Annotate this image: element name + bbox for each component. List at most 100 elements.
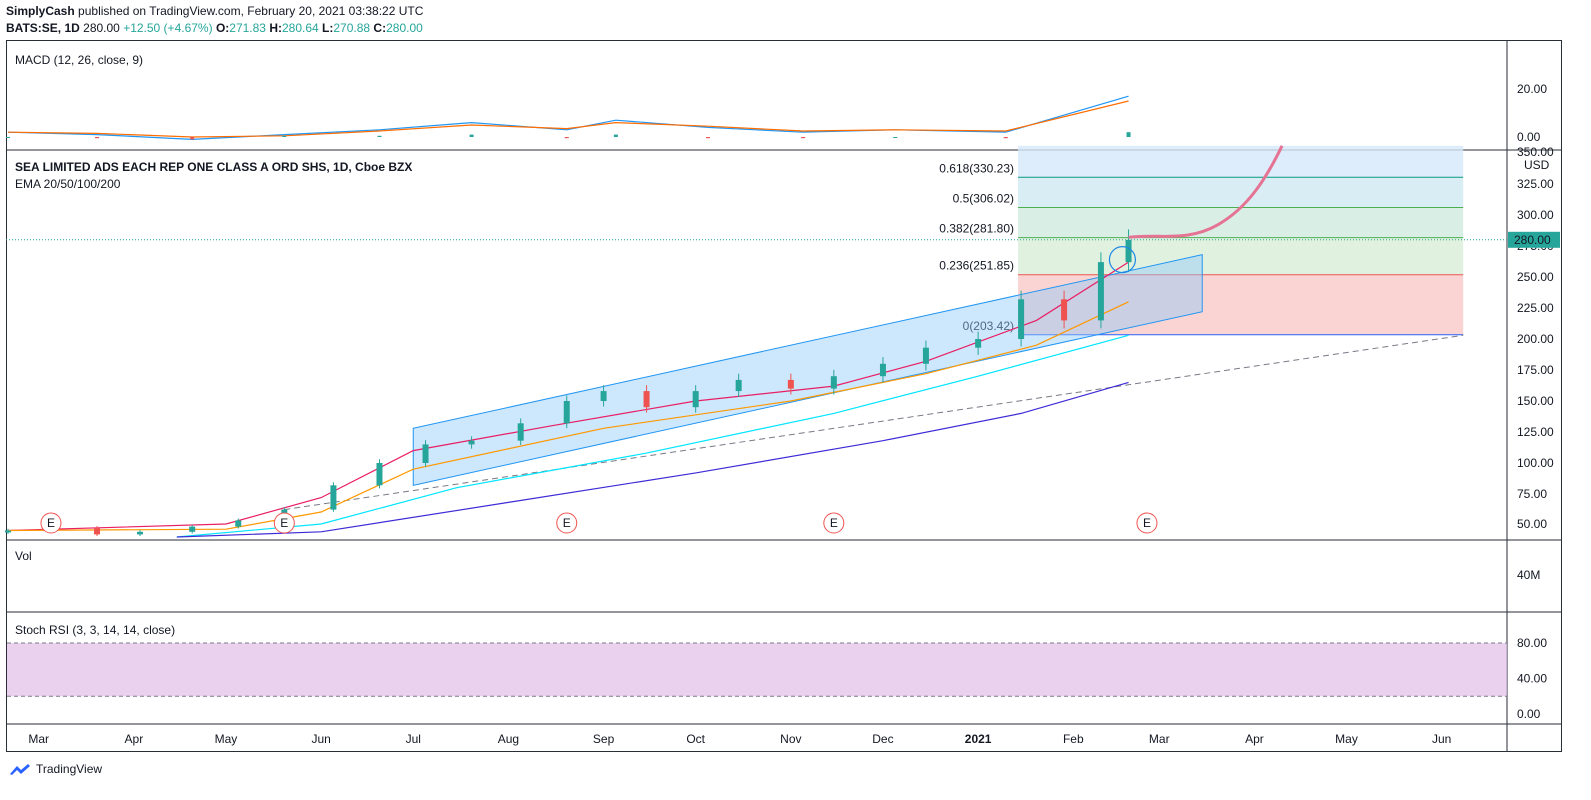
price-tick-11: 75.00 xyxy=(1517,487,1547,501)
time-tick-7: Oct xyxy=(686,732,705,746)
time-tick-14: May xyxy=(1335,732,1358,746)
stoch-rsi-pane[interactable]: 80.00 40.00 0.00 xyxy=(7,636,1547,721)
publisher-name: SimplyCash xyxy=(6,4,75,18)
last-price-tag xyxy=(1508,231,1560,248)
macd-hist-0 xyxy=(6,137,10,138)
projection-curve xyxy=(1128,145,1284,239)
candle-body-9 xyxy=(422,444,429,463)
macd-hist-11 xyxy=(1003,137,1008,139)
time-tick-1: Apr xyxy=(125,732,144,746)
ema200-line xyxy=(176,381,1129,538)
macd-title: MACD (12, 26, close, 9) xyxy=(15,53,143,67)
earnings-marker-2 xyxy=(556,512,578,534)
stoch-band xyxy=(7,643,1507,697)
earnings-marker-text-2: E xyxy=(563,516,571,530)
open-label: O: xyxy=(215,21,230,35)
trend-dashed-line xyxy=(284,334,1464,511)
high-label: H: xyxy=(269,21,282,35)
candle-body-11 xyxy=(517,423,524,441)
last-price: 280.00 xyxy=(83,21,120,35)
candle-body-18 xyxy=(830,376,837,389)
fib-zone-3 xyxy=(1018,177,1464,208)
time-axis[interactable]: Mar Apr May Jun Jul Aug Sep Oct Nov Dec 2021 Feb Mar… xyxy=(28,732,1451,746)
price-title: SEA LIMITED ADS EACH REP ONE CLASS A ORD… xyxy=(15,160,412,174)
ohlc-bar: BATS:SE, 1D 280.00 +12.50 (+4.67%) O:271… xyxy=(6,21,423,35)
chart-frame xyxy=(6,40,1562,752)
high-value: 280.64 xyxy=(282,21,319,35)
price-pane[interactable]: 350.00325.00300.00275.00250.00225.00200.… xyxy=(5,145,1560,538)
candle-body-2 xyxy=(94,527,101,535)
symbol: BATS:SE, 1D xyxy=(6,21,80,35)
candle-body-8 xyxy=(376,463,383,486)
candle-body-16 xyxy=(735,379,742,392)
candle-body-7 xyxy=(330,485,337,510)
earnings-marker-4 xyxy=(1136,512,1158,534)
chart-canvas[interactable]: 20.000.00 350.00325.00300.00275.00250.00… xyxy=(0,0,1591,760)
macd-hist-8 xyxy=(705,137,710,139)
price-tick-1: 325.00 xyxy=(1517,177,1554,191)
fib-label-0: 0(203.42) xyxy=(963,319,1014,333)
macd-hist-9 xyxy=(801,137,806,139)
stoch-tick-2: 0.00 xyxy=(1517,707,1541,721)
stoch-tick-0: 80.00 xyxy=(1517,636,1547,650)
time-tick-15: Jun xyxy=(1432,732,1451,746)
time-tick-3: Jun xyxy=(311,732,330,746)
time-tick-6: Sep xyxy=(593,732,615,746)
ema50-line xyxy=(7,301,1129,532)
candle-body-25 xyxy=(1125,239,1132,263)
time-tick-9: Dec xyxy=(872,732,893,746)
open-value: 271.83 xyxy=(229,21,266,35)
fib-zone-2 xyxy=(1018,207,1464,238)
candle-body-15 xyxy=(692,391,699,408)
volume-pane[interactable]: 40M xyxy=(1517,568,1540,582)
candle-body-22 xyxy=(1018,299,1025,339)
fib-zone-4 xyxy=(1018,145,1464,178)
price-tick-10: 100.00 xyxy=(1517,456,1554,470)
price-tick-9: 125.00 xyxy=(1517,425,1554,439)
fib-label-1: 0.236(251.85) xyxy=(939,259,1014,273)
earnings-marker-text-1: E xyxy=(280,516,288,530)
macd-hist-12 xyxy=(1126,132,1131,137)
earnings-marker-0 xyxy=(40,512,62,534)
macd-tick-0: 20.00 xyxy=(1517,82,1547,96)
macd-hist-1 xyxy=(95,137,100,139)
fib-label-4: 0.618(330.23) xyxy=(939,161,1014,175)
last-price-tag-text: 280.00 xyxy=(1514,233,1551,247)
time-tick-4: Jul xyxy=(406,732,421,746)
candle-body-17 xyxy=(787,379,794,389)
macd-hist-4 xyxy=(377,135,382,137)
macd-pane[interactable]: 20.00 0.00 xyxy=(6,82,1547,144)
macd-hist-3 xyxy=(282,135,287,137)
fib-label-2: 0.382(281.80) xyxy=(939,222,1014,236)
price-tick-8: 150.00 xyxy=(1517,394,1554,408)
close-value: 280.00 xyxy=(386,21,423,35)
candle-body-0 xyxy=(5,530,11,533)
time-tick-11: Feb xyxy=(1063,732,1084,746)
earnings-marker-3 xyxy=(823,512,845,534)
macd-hist-2 xyxy=(190,137,195,140)
stoch-title: Stoch RSI (3, 3, 14, 14, close) xyxy=(15,623,175,637)
candle-body-12 xyxy=(563,401,570,424)
candle-body-14 xyxy=(643,391,650,408)
candle-body-10 xyxy=(468,440,475,445)
vol-tick-0: 40M xyxy=(1517,568,1540,582)
candle-body-21 xyxy=(975,339,982,348)
publish-info: SimplyCash published on TradingView.com,… xyxy=(6,4,423,18)
low-value: 270.88 xyxy=(333,21,371,35)
regression-channel xyxy=(412,254,1203,486)
candle-body-3 xyxy=(137,531,144,535)
macd-hist-5 xyxy=(469,134,474,137)
tradingview-footer[interactable]: TradingView xyxy=(8,762,102,776)
time-tick-10: 2021 xyxy=(965,732,992,746)
price-change: +12.50 (+4.67%) xyxy=(123,21,213,35)
stoch-tick-1: 40.00 xyxy=(1517,672,1547,686)
fib-label-3: 0.5(306.02) xyxy=(953,192,1014,206)
ema-label: EMA 20/50/100/200 xyxy=(15,177,121,191)
candle-body-4 xyxy=(189,526,196,532)
time-tick-5: Aug xyxy=(498,732,519,746)
candle-body-5 xyxy=(235,520,242,527)
price-tick-4: 250.00 xyxy=(1517,270,1554,284)
ema100-line xyxy=(176,334,1129,538)
macd-line xyxy=(7,95,1129,141)
currency-label: USD xyxy=(1524,158,1550,172)
